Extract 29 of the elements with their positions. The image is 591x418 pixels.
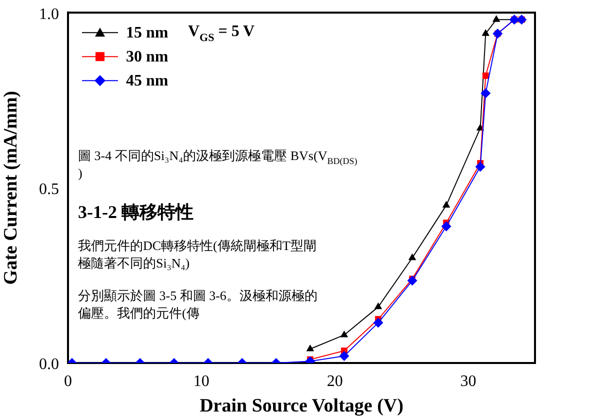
point	[441, 221, 452, 232]
y-tick-label: 0.0	[39, 356, 59, 374]
x-tick-label: 10	[193, 372, 210, 390]
x-axis-title: Drain Source Voltage (V)	[200, 396, 404, 417]
point	[340, 330, 348, 338]
point	[482, 72, 489, 79]
y-axis-title: Gate Current (mA/mm)	[0, 90, 22, 285]
point	[373, 318, 384, 328]
point	[339, 350, 350, 361]
point	[407, 276, 418, 286]
x-tick-label: 30	[460, 372, 476, 390]
point	[442, 200, 450, 208]
legend-label: 45 nm	[126, 72, 169, 90]
legend-label: 30 nm	[126, 48, 169, 66]
y-tick-label: 1.0	[39, 6, 59, 23]
legend-label: 15 nm	[126, 24, 169, 42]
annotation: 我們元件的DC轉移特性(傳統閘極和T型閘極隨著不同的Si₃N₄)	[78, 238, 316, 271]
y-tick-label: 0.5	[39, 181, 59, 198]
annotation: 3-1-2 轉移特性	[78, 202, 194, 222]
point	[482, 29, 490, 36]
point	[374, 302, 382, 310]
x-tick-label: 0	[64, 372, 72, 390]
point	[480, 88, 491, 98]
point	[408, 253, 416, 260]
point	[475, 162, 486, 172]
point	[492, 15, 500, 22]
point	[306, 344, 314, 352]
annotation: 分別顯示於圖 3-5 和圖 3-6。汲極和源極的偏壓。我們的元件(傳	[78, 288, 318, 321]
x-tick-label: 20	[326, 372, 343, 390]
